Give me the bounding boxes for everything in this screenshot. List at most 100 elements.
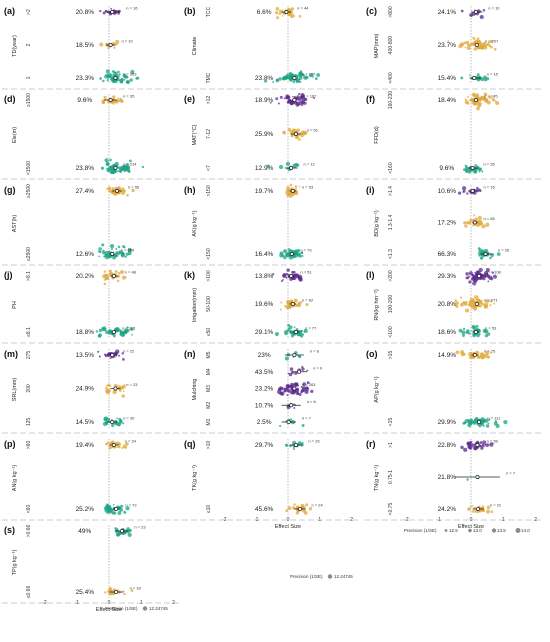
- data-point: [295, 79, 300, 84]
- data-point: [101, 166, 104, 170]
- data-point: [289, 277, 293, 281]
- data-point: [105, 443, 107, 446]
- data-point: [472, 36, 475, 40]
- percent-label: 9.6%: [439, 165, 454, 172]
- mean-marker: [113, 166, 118, 170]
- data-point: [275, 11, 279, 15]
- mean-marker: [298, 507, 303, 511]
- data-point: [108, 384, 112, 388]
- x-axis-title: Effect Size: [275, 524, 301, 530]
- data-point: [117, 12, 120, 15]
- data-point: [131, 333, 133, 336]
- data-point: [282, 273, 287, 279]
- data-point: [119, 269, 125, 275]
- data-point: [116, 279, 120, 283]
- category-label: ≤0.66: [26, 586, 32, 599]
- data-point: [489, 304, 492, 307]
- data-point: [295, 187, 297, 190]
- data-point: [277, 389, 282, 395]
- mean-marker: [111, 330, 116, 334]
- mean-marker: [474, 302, 479, 306]
- data-point: [479, 99, 482, 102]
- data-point: [105, 330, 109, 335]
- data-point: [467, 444, 472, 449]
- data-point: [471, 98, 475, 101]
- sample-size-label: n = 15: [308, 439, 320, 444]
- data-point: [494, 100, 497, 103]
- data-point: [486, 100, 491, 105]
- data-point: [305, 386, 309, 390]
- data-point: [467, 43, 471, 47]
- mean-marker: [284, 10, 289, 14]
- data-point: [98, 255, 101, 258]
- percent-label: 25.9%: [255, 131, 274, 138]
- data-point: [469, 302, 474, 307]
- panel-i: (i) BD(g kg⁻¹) >1.4 10.6% n = 16 1.3-1.4 17.2%…: [364, 185, 542, 266]
- data-point: [455, 304, 459, 308]
- group-2: ≤50 29.1% n = 77: [206, 323, 317, 338]
- y-axis-title: PH: [12, 301, 18, 309]
- data-point: [264, 79, 268, 83]
- mean-marker: [119, 529, 124, 533]
- data-point: [278, 164, 284, 170]
- mean-marker: [290, 189, 295, 193]
- category-label: 0.75-1: [388, 470, 394, 484]
- sample-size-label: n = 145: [484, 94, 498, 99]
- panel-label: (a): [4, 6, 15, 16]
- data-point: [479, 304, 483, 308]
- data-point: [476, 39, 480, 43]
- data-point: [121, 352, 124, 355]
- data-point: [99, 9, 102, 13]
- sample-size-label: n = 22: [123, 349, 135, 354]
- data-point: [111, 80, 114, 83]
- category-label: >800: [388, 6, 394, 17]
- data-point: [105, 420, 108, 424]
- data-point: [472, 44, 475, 46]
- data-point: [114, 253, 119, 258]
- data-point: [489, 256, 492, 260]
- data-point: [487, 422, 490, 425]
- legend-marker: [444, 529, 448, 532]
- data-point: [136, 76, 140, 80]
- data-point: [461, 330, 466, 335]
- mean-marker: [473, 98, 478, 102]
- mean-marker: [475, 443, 480, 447]
- panel-label: (g): [4, 185, 16, 195]
- percent-label: 6.6%: [257, 9, 272, 16]
- percent-label: 19.7%: [255, 188, 274, 195]
- data-point: [107, 330, 113, 335]
- mean-marker: [483, 252, 488, 256]
- legend-s: Precision (1/SE) 12.24745: [105, 606, 168, 611]
- data-point: [298, 71, 303, 77]
- data-point: [469, 218, 472, 222]
- percent-label: 18.9%: [255, 97, 274, 104]
- data-point: [472, 224, 475, 227]
- data-point: [118, 354, 121, 357]
- category-label: ≤8.1: [26, 327, 32, 337]
- data-point: [314, 77, 318, 81]
- mean-marker: [294, 330, 298, 334]
- data-point: [477, 271, 480, 274]
- y-axis-title: TN(g kg⁻¹): [374, 465, 380, 491]
- data-point: [471, 299, 476, 303]
- data-point: [284, 76, 289, 80]
- data-point: [489, 40, 493, 44]
- mean-marker: [108, 43, 113, 47]
- data-point: [289, 183, 293, 187]
- panel-q: (q) TK(g kg⁻¹) >10 29.7% n = 15 ≤10 45.6% n = 2…: [182, 439, 358, 530]
- data-point: [117, 245, 121, 249]
- data-point: [287, 327, 291, 331]
- data-point: [463, 447, 468, 452]
- data-point: [105, 9, 108, 13]
- data-point: [478, 167, 483, 171]
- sample-size-label: n = 115: [122, 326, 136, 331]
- data-point: [122, 590, 125, 592]
- data-point: [474, 164, 478, 167]
- category-label: 200: [26, 384, 32, 393]
- sample-size-label: n = 48: [125, 270, 137, 275]
- data-point: [461, 43, 465, 47]
- group-1: <150 16.4% n = 79: [206, 248, 312, 260]
- data-point: [479, 441, 483, 444]
- sample-size-label: n = 15: [487, 72, 499, 77]
- data-point: [479, 14, 484, 20]
